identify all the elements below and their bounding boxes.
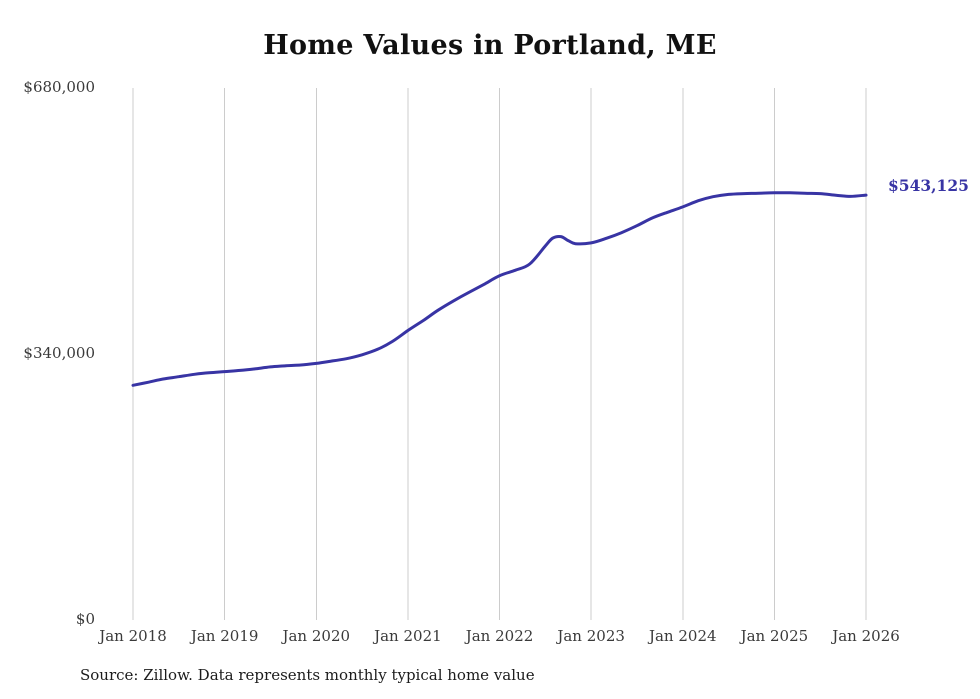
x-axis-labels: Jan 2018 Jan 2019 Jan 2020 Jan 2021 Jan 2022…: [97, 627, 900, 645]
x-tick-label: Jan 2022: [464, 627, 534, 645]
y-tick-label: $340,000: [23, 344, 95, 362]
y-axis-labels: $0 $340,000 $680,000: [23, 78, 95, 628]
gridlines: [132, 88, 867, 620]
home-value-line: [131, 191, 868, 387]
x-tick-label: Jan 2025: [739, 627, 809, 645]
x-tick-label: Jan 2020: [280, 627, 350, 645]
source-note: Source: Zillow. Data represents monthly …: [80, 666, 535, 684]
x-tick-label: Jan 2018: [97, 627, 167, 645]
current-value-label: $543,125: [888, 176, 969, 195]
y-tick-label: $0: [76, 610, 95, 628]
x-tick-label: Jan 2021: [372, 627, 442, 645]
x-tick-label: Jan 2024: [647, 627, 717, 645]
x-tick-label: Jan 2023: [555, 627, 625, 645]
chart-title: Home Values in Portland, ME: [263, 30, 717, 61]
x-tick-label: Jan 2026: [830, 627, 900, 645]
y-tick-label: $680,000: [23, 78, 95, 96]
x-tick-label: Jan 2019: [189, 627, 259, 645]
